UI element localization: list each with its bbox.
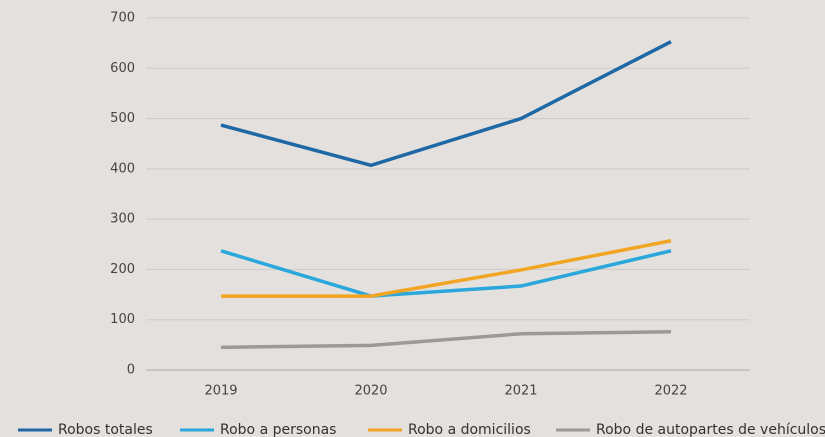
- series-line: [220, 330, 672, 350]
- x-tick-label: 2019: [204, 384, 237, 399]
- legend-label: Robo a domicilios: [408, 422, 531, 437]
- y-tick-label: 0: [127, 363, 135, 378]
- series-line: [220, 40, 672, 168]
- y-tick-label: 200: [110, 262, 135, 277]
- legend-label: Robo de autopartes de vehículos: [596, 422, 825, 437]
- legend-label: Robo a personas: [220, 422, 336, 437]
- series-line: [220, 249, 672, 298]
- y-tick-label: 700: [110, 11, 135, 26]
- y-tick-label: 600: [110, 61, 135, 76]
- y-tick-label: 400: [110, 161, 135, 176]
- x-tick-label: 2021: [504, 384, 537, 399]
- y-tick-label: 500: [110, 111, 135, 126]
- legend-label: Robos totales: [58, 422, 153, 437]
- x-tick-label: 2022: [654, 384, 687, 399]
- series-line: [221, 239, 672, 298]
- x-tick-label: 2020: [354, 384, 387, 399]
- y-tick-label: 300: [110, 212, 135, 227]
- y-tick-label: 100: [110, 312, 135, 327]
